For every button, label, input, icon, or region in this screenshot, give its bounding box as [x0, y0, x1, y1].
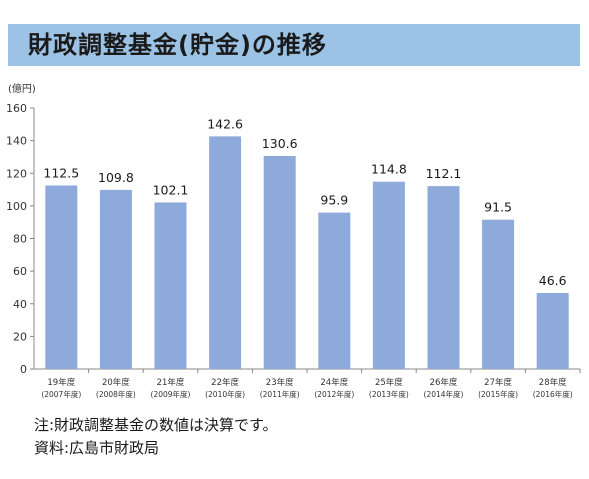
x-tick-label: 19年度: [47, 377, 75, 388]
y-tick-label: 60: [13, 265, 27, 278]
x-tick-label: 26年度: [430, 377, 458, 388]
x-tick-label-sub: (2014年度): [424, 389, 464, 399]
x-tick-label-sub: (2015年度): [478, 389, 518, 399]
bar: [154, 202, 187, 369]
bar: [482, 219, 515, 369]
bar: [427, 186, 460, 369]
x-tick-label-sub: (2016年度): [533, 389, 573, 399]
data-label: 114.8: [371, 162, 407, 177]
x-tick-label-sub: (2010年度): [205, 389, 245, 399]
bar: [318, 212, 351, 369]
x-tick-label: 27年度: [484, 377, 512, 388]
x-tick-label-sub: (2013年度): [369, 389, 409, 399]
data-label: 95.9: [320, 193, 348, 208]
y-tick-label: 120: [6, 167, 27, 180]
bar-chart: (億円) 0 20 40 60 80 100 120 140 160 112.5 19年度(2007年…: [6, 82, 581, 399]
data-label: 102.1: [153, 182, 189, 197]
data-label: 130.6: [262, 136, 298, 151]
x-tick-label: 22年度: [211, 377, 239, 388]
data-label: 109.8: [98, 170, 134, 185]
data-label: 46.6: [539, 273, 567, 288]
y-tick-label: 0: [20, 363, 27, 376]
data-label: 112.5: [43, 165, 79, 180]
y-tick-label: 140: [6, 135, 27, 148]
y-unit-label: (億円): [8, 82, 36, 95]
bar: [536, 292, 569, 369]
x-tick-label: 23年度: [266, 377, 294, 388]
data-label: 142.6: [207, 116, 243, 131]
x-tick-label: 28年度: [539, 377, 567, 388]
x-tick-label: 25年度: [375, 377, 403, 388]
x-tick-label-sub: (2009年度): [151, 389, 191, 399]
x-tick-label-sub: (2008年度): [96, 389, 136, 399]
y-tick-label: 160: [6, 102, 27, 115]
title-banner: 財政調整基金(貯金)の推移: [8, 24, 580, 66]
bar: [372, 181, 405, 369]
x-tick-label-sub: (2007年度): [41, 389, 81, 399]
bar: [209, 136, 242, 369]
x-tick-label-sub: (2011年度): [260, 389, 300, 399]
x-tick-label: 20年度: [102, 377, 130, 388]
data-label: 91.5: [484, 200, 512, 215]
bar: [45, 185, 78, 369]
y-tick-label: 20: [13, 330, 27, 343]
footnote: 注:財政調整基金の数値は決算です。: [34, 416, 278, 434]
x-tick-label-sub: (2012年度): [314, 389, 354, 399]
y-tick-label: 100: [6, 200, 27, 213]
x-tick-label: 21年度: [157, 377, 185, 388]
y-tick-label: 40: [13, 298, 27, 311]
chart-title: 財政調整基金(貯金)の推移: [28, 31, 327, 59]
source-note: 資料:広島市財政局: [34, 439, 160, 457]
x-tick-label: 24年度: [320, 377, 348, 388]
data-label: 112.1: [426, 166, 462, 181]
bar: [99, 189, 132, 369]
y-tick-label: 80: [13, 233, 27, 246]
bar: [263, 155, 296, 369]
